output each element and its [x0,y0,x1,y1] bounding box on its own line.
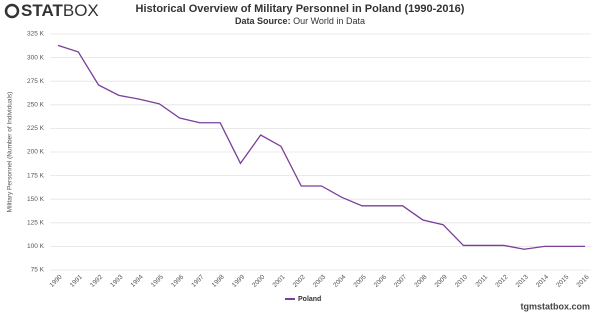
y-tick-label: 125 K [27,220,45,227]
x-tick-label: 2004 [332,273,347,288]
x-tick-label: 1998 [211,273,226,288]
x-tick-label: 2013 [515,273,530,288]
subtitle: Our World in Data [293,16,365,26]
x-tick-label: 2011 [474,273,489,288]
x-tick-label: 2005 [352,273,367,288]
x-tick-label: 1994 [130,273,145,288]
x-tick-label: 2000 [251,273,266,288]
x-tick-label: 2010 [454,273,469,288]
x-tick-label: 2009 [434,273,449,288]
x-tick-label: 1999 [231,273,246,288]
y-tick-label: 250 K [27,102,45,109]
logo: STATBOX [21,1,99,20]
y-tick-label: 200 K [27,149,45,156]
y-tick-label: 75 K [31,267,45,274]
y-tick-label: 150 K [27,196,45,203]
x-tick-label: 2001 [271,273,286,288]
x-tick-label: 2014 [535,273,550,288]
logo-bold: STAT [21,1,63,20]
x-tick-label: 1991 [69,273,84,288]
subtitle-label: Data Source: [235,16,291,26]
y-tick-label: 300 K [27,54,45,61]
logo-icon [4,3,20,19]
logo-light: BOX [63,1,99,20]
x-tick-label: 1992 [89,273,104,288]
x-tick-label: 2006 [373,273,388,288]
x-tick-label: 2002 [292,273,307,288]
chart-subtitle: Data Source: Our World in Data [235,16,365,26]
footer: tgmstatbox.com [520,301,590,311]
y-tick-label: 100 K [27,243,45,250]
x-tick-label: 2008 [413,273,428,288]
x-tick-label: 1996 [170,273,185,288]
y-tick-label: 325 K [27,31,45,38]
line [57,44,585,250]
x-tick-label: 1995 [150,273,165,288]
x-tick-label: 2015 [555,273,570,288]
y-tick-label: 275 K [27,78,45,85]
x-tick-label: 2007 [393,273,408,288]
x-tick-label: 1990 [48,273,63,288]
x-tick-label: 2016 [575,273,590,288]
x-tick-label: 1993 [109,273,124,288]
y-tick-label: 225 K [27,125,45,132]
x-tick-label: 1997 [190,273,205,288]
chart-title: Historical Overview of Military Personne… [136,3,465,15]
x-tick-label: 2003 [312,273,327,288]
y-axis-label: Military Personnel (Number of Individual… [7,92,14,213]
y-tick-label: 175 K [27,172,45,179]
legend-label[interactable]: Poland [298,296,321,303]
x-tick-label: 2012 [494,273,509,288]
